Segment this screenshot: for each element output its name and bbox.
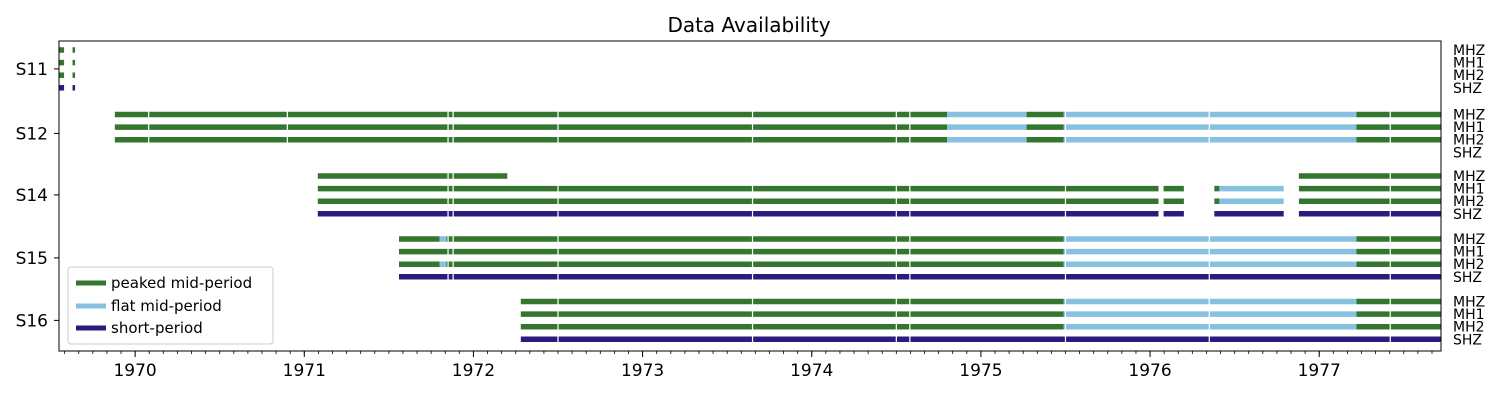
channel-label-s11-mhz: MHZ [1453, 43, 1485, 59]
station-label-s14: S14 [16, 186, 48, 206]
x-tick-label: 1975 [959, 361, 1002, 381]
channel-label-s16-mh1: MH1 [1453, 307, 1485, 323]
channel-label-s14-mh2: MH2 [1453, 194, 1485, 210]
x-axis: 1970 1971 1972 1973 1974 1975 1976 1977 [64, 351, 1433, 381]
channel-label-s14-mh1: MH1 [1453, 182, 1485, 198]
x-tick-label: 1971 [283, 361, 326, 381]
channel-label-s15-mhz: MHZ [1453, 232, 1485, 248]
plot-frame [58, 40, 1442, 352]
channel-label-s15-shz: SHZ [1453, 270, 1482, 286]
legend-box [67, 266, 274, 345]
channel-label-s16-mh2: MH2 [1453, 320, 1485, 336]
channel-label-s14-shz: SHZ [1453, 207, 1482, 223]
station-labels: S11 S12 S14 S15 S16 [16, 60, 59, 331]
station-label-s12: S12 [16, 124, 48, 144]
channel-label-s14-mhz: MHZ [1453, 169, 1485, 185]
channel-label-s11-shz: SHZ [1453, 81, 1482, 97]
x-tick-label: 1976 [1128, 361, 1171, 381]
station-label-s15: S15 [16, 249, 48, 269]
channel-label-s11-mh2: MH2 [1453, 68, 1485, 84]
segments-layer [59, 47, 1441, 343]
x-tick-label: 1972 [452, 361, 495, 381]
channel-label-s15-mh1: MH1 [1453, 245, 1485, 261]
legend: peaked mid-period flat mid-period short-… [67, 266, 274, 345]
channel-label-s16-shz: SHZ [1453, 332, 1482, 348]
channel-label-s15-mh2: MH2 [1453, 257, 1485, 273]
channel-label-s12-mh2: MH2 [1453, 133, 1485, 149]
station-label-s16: S16 [16, 311, 48, 331]
channel-label-s12-shz: SHZ [1453, 145, 1482, 161]
legend-label-short: short-period [111, 319, 203, 337]
channel-label-s16-mhz: MHZ [1453, 295, 1485, 311]
legend-label-flat: flat mid-period [111, 297, 222, 315]
channel-labels: MHZMH1MH2SHZMHZMH1MH2SHZMHZMH1MH2SHZMHZM… [1453, 43, 1485, 348]
x-tick-label: 1973 [621, 361, 664, 381]
channel-label-s12-mhz: MHZ [1453, 108, 1485, 124]
channel-label-s12-mh1: MH1 [1453, 120, 1485, 136]
legend-label-peaked: peaked mid-period [111, 274, 252, 292]
station-label-s11: S11 [16, 60, 48, 80]
x-tick-label: 1977 [1298, 361, 1341, 381]
channel-label-s11-mh1: MH1 [1453, 56, 1485, 72]
x-tick-label: 1974 [790, 361, 833, 381]
chart-title: Data Availability [667, 13, 830, 37]
x-tick-label: 1970 [113, 361, 156, 381]
gaps-layer [148, 44, 1391, 348]
